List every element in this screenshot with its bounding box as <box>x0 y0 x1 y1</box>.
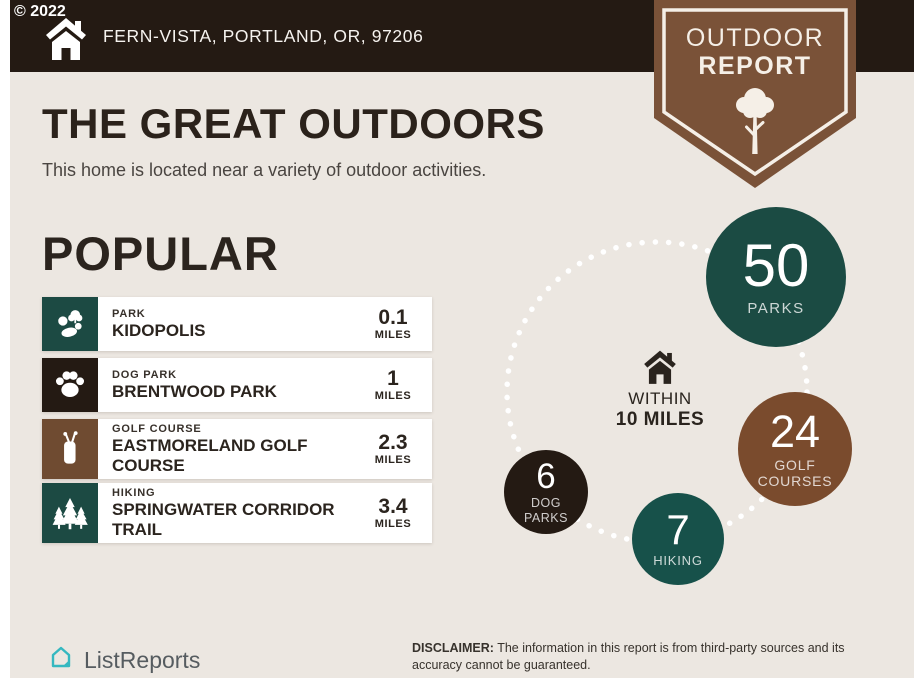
item-distance: 3.4 <box>378 495 408 518</box>
within-word: WITHIN <box>628 389 692 408</box>
within-distance: 10 MILES <box>615 409 705 430</box>
page-subtitle: This home is located near a variety of o… <box>42 160 487 180</box>
item-name: BRENTWOOD PARK <box>112 381 277 401</box>
radius-dotted-circle <box>502 237 812 552</box>
list-item-dog-park: DOG PARK BRENTWOOD PARK 1 MILES <box>42 358 432 412</box>
golf-count: 24 <box>769 405 821 457</box>
paw-icon <box>42 358 98 412</box>
listreports-wordmark: ListReports <box>84 647 201 673</box>
home-icon <box>42 16 90 69</box>
parks-label: PARKS <box>747 300 805 318</box>
item-distance-unit: MILES <box>374 390 412 402</box>
item-distance: 2.3 <box>378 431 408 454</box>
listreports-logo: ListReports <box>46 643 200 678</box>
disclaimer-text: DISCLAIMER: The information in this repo… <box>412 640 880 674</box>
playground-icon <box>42 297 98 351</box>
parks-count: 50 <box>742 232 810 300</box>
badge-title-line2: REPORT <box>698 52 812 80</box>
item-name: EASTMORELAND GOLF COURSE <box>112 436 308 475</box>
copyright-text: © 2022 <box>14 3 66 20</box>
badge-title-line1: OUTDOOR <box>685 24 825 52</box>
item-distance-unit: MILES <box>374 329 412 341</box>
item-distance: 0.1 <box>378 306 408 329</box>
pine-trees-icon <box>42 483 98 543</box>
stat-bubble-parks: 50 PARKS <box>706 207 846 347</box>
dog-parks-count: 6 <box>536 457 556 497</box>
list-item-park: PARK KIDOPOLIS 0.1 MILES <box>42 297 432 351</box>
outdoor-report-badge: OUTDOOR REPORT <box>654 0 856 190</box>
golf-label: GOLF COURSES <box>757 456 833 489</box>
listreports-logo-icon <box>46 643 76 678</box>
property-address: FERN-VISTA, PORTLAND, OR, 97206 <box>103 25 424 46</box>
dog-parks-label: DOG PARKS <box>524 496 568 525</box>
home-icon <box>641 349 679 392</box>
stat-bubble-hiking: 7 HIKING <box>632 493 724 585</box>
list-item-golf-course: GOLF COURSE EASTMORELAND GOLF COURSE 2.3… <box>42 419 432 479</box>
page-title: THE GREAT OUTDOORS <box>42 100 545 147</box>
item-category: HIKING <box>112 487 156 500</box>
disclaimer-body: The information in this report is from t… <box>412 641 845 672</box>
item-distance-unit: MILES <box>374 518 412 530</box>
stat-bubble-dog-parks: 6 DOG PARKS <box>504 450 588 534</box>
within-radius-label: WITHIN 10 MILES <box>595 389 725 431</box>
item-distance: 1 <box>387 367 399 390</box>
golf-bag-icon <box>42 419 98 479</box>
list-item-hiking: HIKING SPRINGWATER CORRIDOR TRAIL 3.4 MI… <box>42 483 432 543</box>
item-category: PARK <box>112 307 146 320</box>
item-category: GOLF COURSE <box>112 423 202 436</box>
hiking-label: HIKING <box>653 553 703 569</box>
stat-bubble-golf-courses: 24 GOLF COURSES <box>738 392 852 506</box>
item-distance-unit: MILES <box>374 454 412 466</box>
item-name: KIDOPOLIS <box>112 320 206 340</box>
item-name: SPRINGWATER CORRIDOR TRAIL <box>112 500 335 539</box>
hiking-count: 7 <box>666 506 690 554</box>
item-category: DOG PARK <box>112 368 177 381</box>
disclaimer-label: DISCLAIMER: <box>412 641 494 655</box>
popular-heading: POPULAR <box>42 227 279 280</box>
tree-icon <box>727 84 783 163</box>
